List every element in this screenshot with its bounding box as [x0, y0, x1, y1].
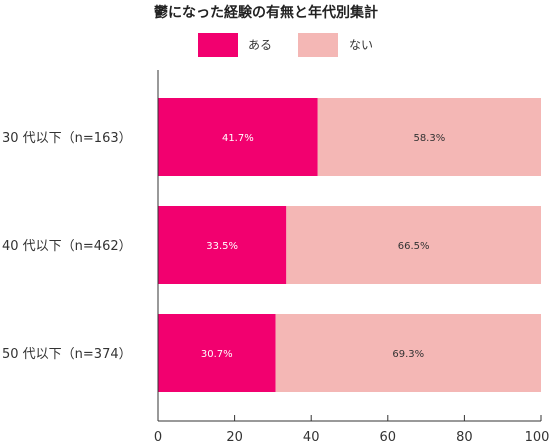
chart-title: 鬱になった経験の有無と年代別集計: [154, 4, 378, 21]
x-tick-label-100: 100: [525, 430, 550, 445]
legend-label-yes: ある: [248, 38, 272, 52]
bar-segment-yes-3: [158, 314, 276, 392]
category-label-1: 30 代以下（n=163）: [2, 131, 132, 146]
bar-value-label-yes-3: 30.7%: [201, 349, 233, 360]
category-label-3: 50 代以下（n=374）: [2, 347, 132, 362]
bar-value-label-yes-2: 33.5%: [206, 241, 238, 252]
legend-swatch-yes: [198, 33, 238, 57]
bar-segment-no-2: [286, 206, 541, 284]
legend-label-no: ない: [349, 38, 373, 52]
x-axis-ticks: 0 20 40 60 80 100: [154, 415, 550, 445]
x-axis: 0 20 40 60 80 100: [154, 70, 550, 445]
category-labels: 30 代以下（n=163） 40 代以下（n=462） 50 代以下（n=374）: [2, 131, 132, 362]
bar-segment-yes-1: [158, 98, 318, 176]
legend: ある ない: [198, 33, 373, 57]
bar-value-label-no-1: 58.3%: [413, 133, 445, 144]
bars-group: 41.7% 58.3% 33.5% 66.5% 30.7% 69.3%: [158, 98, 541, 392]
x-tick-label-20: 20: [226, 430, 243, 445]
x-tick-label-0: 0: [154, 430, 162, 445]
x-tick-label-40: 40: [303, 430, 320, 445]
bar-value-label-yes-1: 41.7%: [222, 133, 254, 144]
bar-segment-no-1: [317, 98, 541, 176]
bar-segment-yes-2: [158, 206, 287, 284]
x-tick-label-80: 80: [456, 430, 473, 445]
bar-segment-no-3: [275, 314, 541, 392]
bar-value-label-no-2: 66.5%: [398, 241, 430, 252]
category-label-2: 40 代以下（n=462）: [2, 239, 132, 254]
bar-value-label-no-3: 69.3%: [392, 349, 424, 360]
x-tick-label-60: 60: [380, 430, 397, 445]
legend-swatch-no: [298, 33, 338, 57]
